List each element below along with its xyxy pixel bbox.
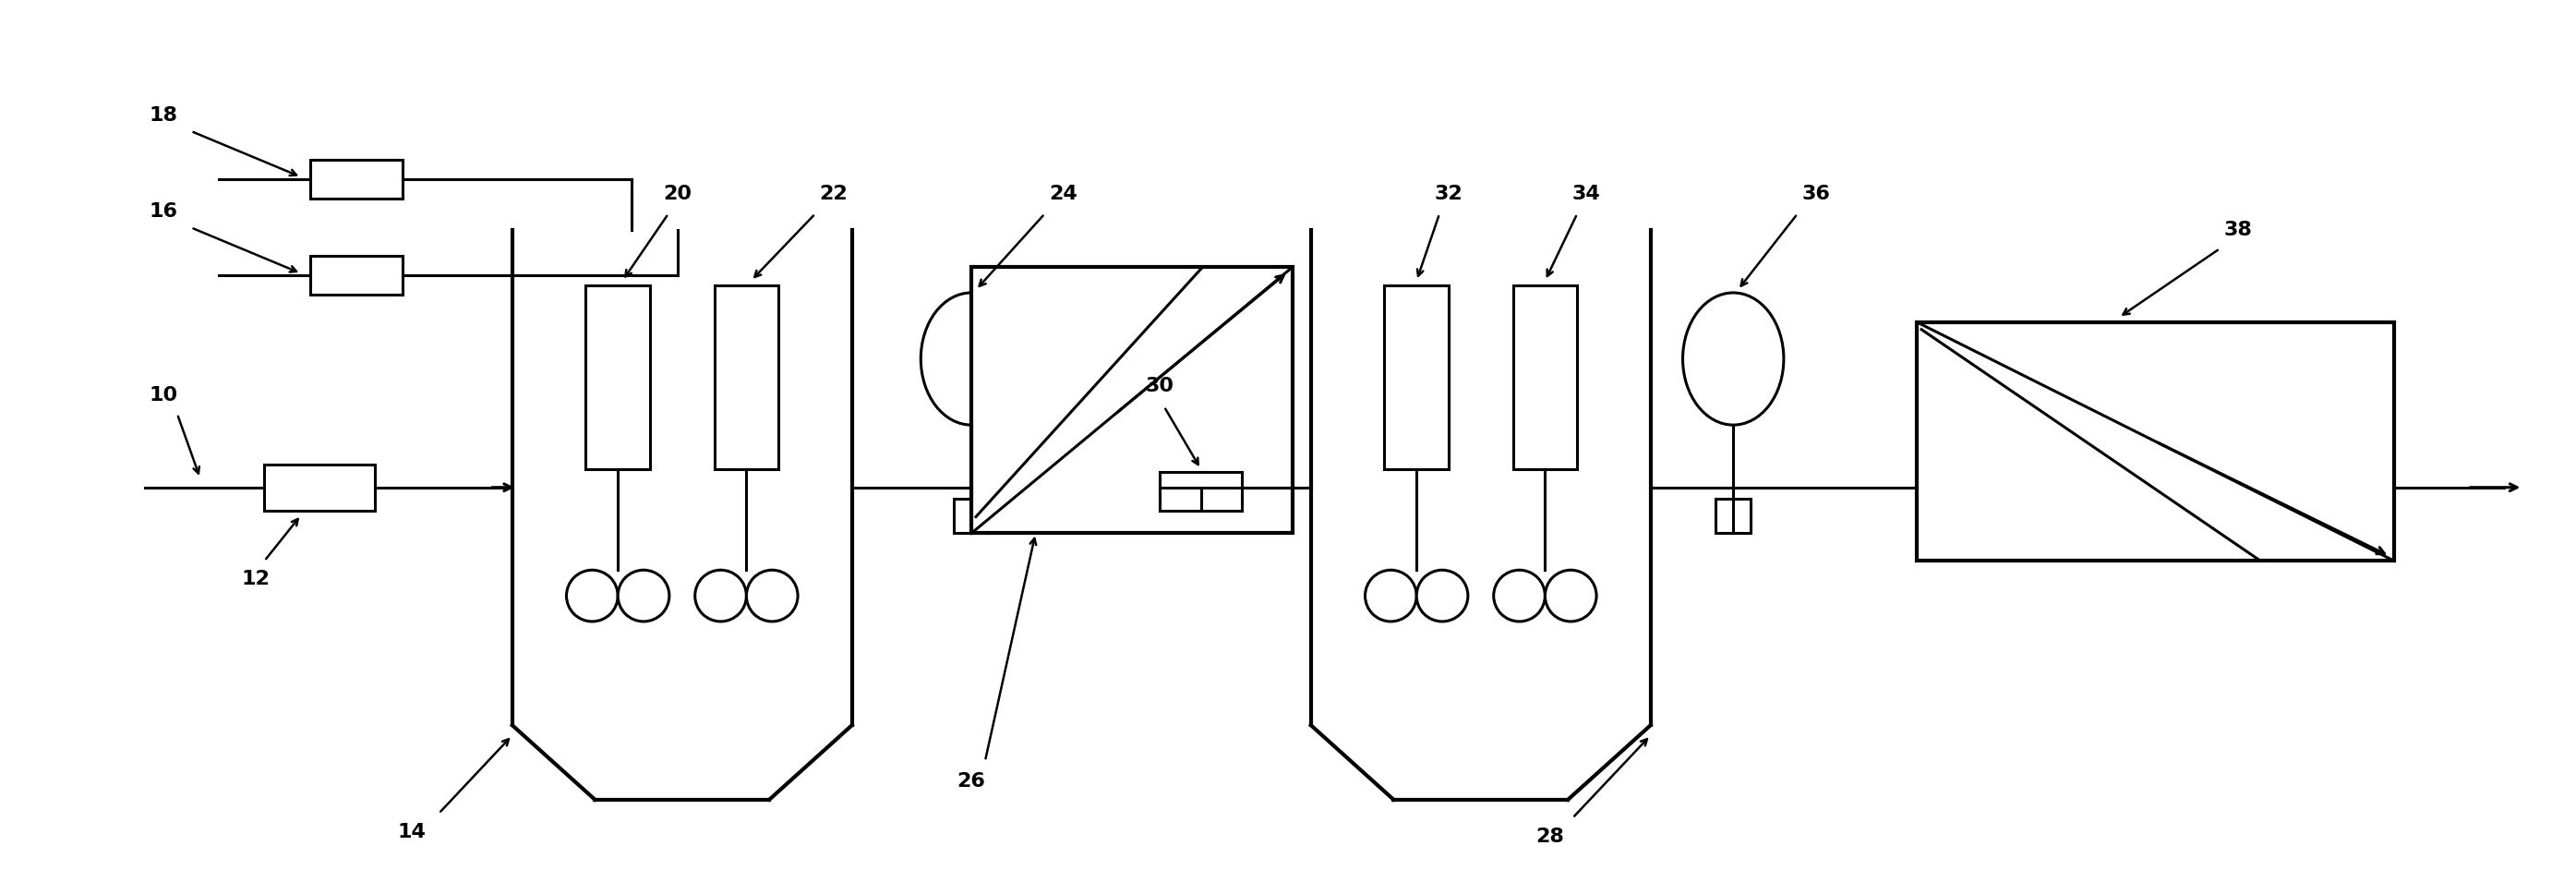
Text: 28: 28 xyxy=(1535,827,1564,846)
Text: 38: 38 xyxy=(2223,221,2251,240)
Ellipse shape xyxy=(618,570,670,621)
Ellipse shape xyxy=(696,570,747,621)
Text: 24: 24 xyxy=(1048,184,1077,203)
Text: 12: 12 xyxy=(242,570,270,588)
Bar xyxy=(265,465,374,510)
Text: 16: 16 xyxy=(149,203,178,221)
Bar xyxy=(585,285,649,469)
Ellipse shape xyxy=(747,570,799,621)
Ellipse shape xyxy=(1494,570,1546,621)
Text: 20: 20 xyxy=(662,184,693,203)
Text: 26: 26 xyxy=(958,772,987,790)
Text: 18: 18 xyxy=(149,106,178,125)
Bar xyxy=(1383,285,1448,469)
Bar xyxy=(714,285,778,469)
Text: 14: 14 xyxy=(397,822,425,841)
Bar xyxy=(309,160,402,198)
Ellipse shape xyxy=(1417,570,1468,621)
Bar xyxy=(309,256,402,294)
Text: 30: 30 xyxy=(1146,377,1175,396)
Text: 22: 22 xyxy=(819,184,848,203)
Bar xyxy=(1512,285,1577,469)
Ellipse shape xyxy=(567,570,618,621)
Text: 34: 34 xyxy=(1571,184,1600,203)
Text: 32: 32 xyxy=(1435,184,1463,203)
Ellipse shape xyxy=(1365,570,1417,621)
Bar xyxy=(1716,499,1752,534)
Ellipse shape xyxy=(1682,292,1783,425)
Text: 10: 10 xyxy=(149,386,178,405)
Bar xyxy=(953,499,989,534)
Bar xyxy=(1917,322,2393,561)
Bar xyxy=(971,267,1293,534)
Ellipse shape xyxy=(1546,570,1597,621)
Bar xyxy=(1159,472,1242,510)
Text: 36: 36 xyxy=(1801,184,1829,203)
Ellipse shape xyxy=(920,292,1023,425)
